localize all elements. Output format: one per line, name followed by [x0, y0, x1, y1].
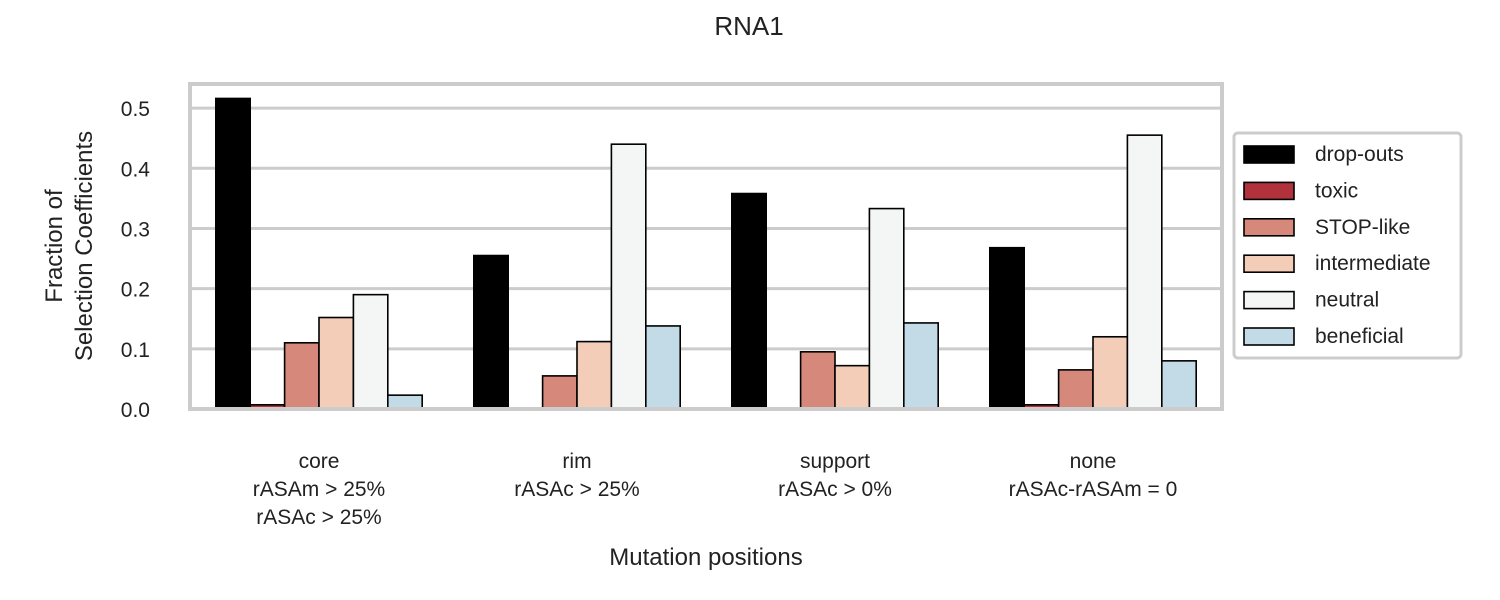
x-tick-line: rASAc > 0%	[778, 478, 892, 501]
x-tick-line: rASAc-rASAm = 0	[1009, 478, 1178, 501]
y-tick-label: 0.3	[121, 218, 150, 241]
x-tick-label: none rASAc-rASAm = 0	[1009, 450, 1178, 501]
legend-swatch	[1243, 290, 1295, 310]
bar-stop-like	[541, 375, 578, 410]
y-tick-label: 0.4	[121, 158, 151, 181]
plot-frame	[188, 82, 1224, 411]
legend-label: intermediate	[1315, 252, 1431, 275]
x-tick-line: rim	[562, 450, 591, 473]
x-tick-label: rim rASAc > 25%	[514, 450, 639, 501]
bar-drop-outs	[730, 192, 767, 410]
y-axis-label-line: Fraction of	[41, 189, 68, 303]
legend-label: beneficial	[1315, 325, 1404, 348]
bar-drop-outs	[472, 254, 509, 410]
y-tick-label: 0.2	[121, 279, 150, 302]
bar-beneficial	[386, 394, 423, 410]
x-tick-line: support	[800, 450, 870, 473]
bar-intermediate	[576, 340, 613, 410]
y-tick-label: 0.0	[121, 399, 150, 422]
bar-group	[215, 97, 1198, 410]
bar-neutral	[352, 293, 389, 410]
bar-stop-like	[283, 341, 320, 410]
x-tick-line: core	[299, 450, 340, 473]
x-axis-ticks: core rASAm > 25% rASAc > 25% rim rASAc > 25%…	[253, 450, 1178, 529]
y-axis-label: Fraction of Selection Coefficients	[41, 131, 98, 361]
legend-swatch	[1243, 254, 1295, 273]
y-tick-label: 0.1	[121, 339, 150, 362]
legend-swatch	[1243, 181, 1295, 201]
x-tick-label: support rASAc > 0%	[778, 450, 892, 501]
y-axis-label-line: Selection Coefficients	[71, 131, 98, 361]
x-tick-line: rASAc > 25%	[256, 506, 381, 529]
bar-intermediate	[318, 316, 355, 410]
legend-label: STOP-like	[1315, 216, 1410, 239]
y-axis-label-text: Fraction of Selection Coefficients	[41, 131, 98, 361]
legend-label: neutral	[1315, 289, 1379, 312]
x-tick-line: rASAm > 25%	[253, 478, 385, 501]
x-tick-label: core rASAm > 25% rASAc > 25%	[253, 450, 385, 529]
legend-swatch	[1243, 327, 1295, 346]
bar-intermediate	[1092, 335, 1129, 410]
x-axis-label: Mutation positions	[609, 544, 802, 571]
bar-beneficial	[644, 325, 681, 410]
bar-drop-outs	[988, 246, 1025, 410]
x-tick-line: none	[1070, 450, 1117, 473]
bar-intermediate	[834, 364, 871, 410]
y-axis-ticks: 0.0 0.1 0.2 0.3 0.4 0.5	[121, 98, 151, 422]
legend: drop-outs toxic STOP-like intermediate neutr…	[1232, 131, 1463, 360]
bar-drop-outs	[215, 97, 252, 410]
legend-swatch	[1243, 218, 1295, 237]
bar-beneficial	[902, 322, 939, 410]
chart-title: RNA1	[714, 11, 783, 41]
grid-lines	[190, 106, 1222, 351]
x-tick-line: rASAc > 25%	[514, 478, 639, 501]
bar-stop-like	[1057, 369, 1094, 410]
bar-stop-like	[799, 351, 836, 410]
bar-neutral	[610, 143, 647, 410]
legend-label: toxic	[1315, 179, 1358, 202]
bar-beneficial	[1161, 360, 1198, 410]
bar-neutral	[868, 207, 905, 410]
legend-label: drop-outs	[1315, 143, 1404, 166]
legend-swatch	[1243, 145, 1295, 164]
bar-neutral	[1126, 134, 1163, 410]
y-tick-label: 0.5	[121, 98, 150, 121]
